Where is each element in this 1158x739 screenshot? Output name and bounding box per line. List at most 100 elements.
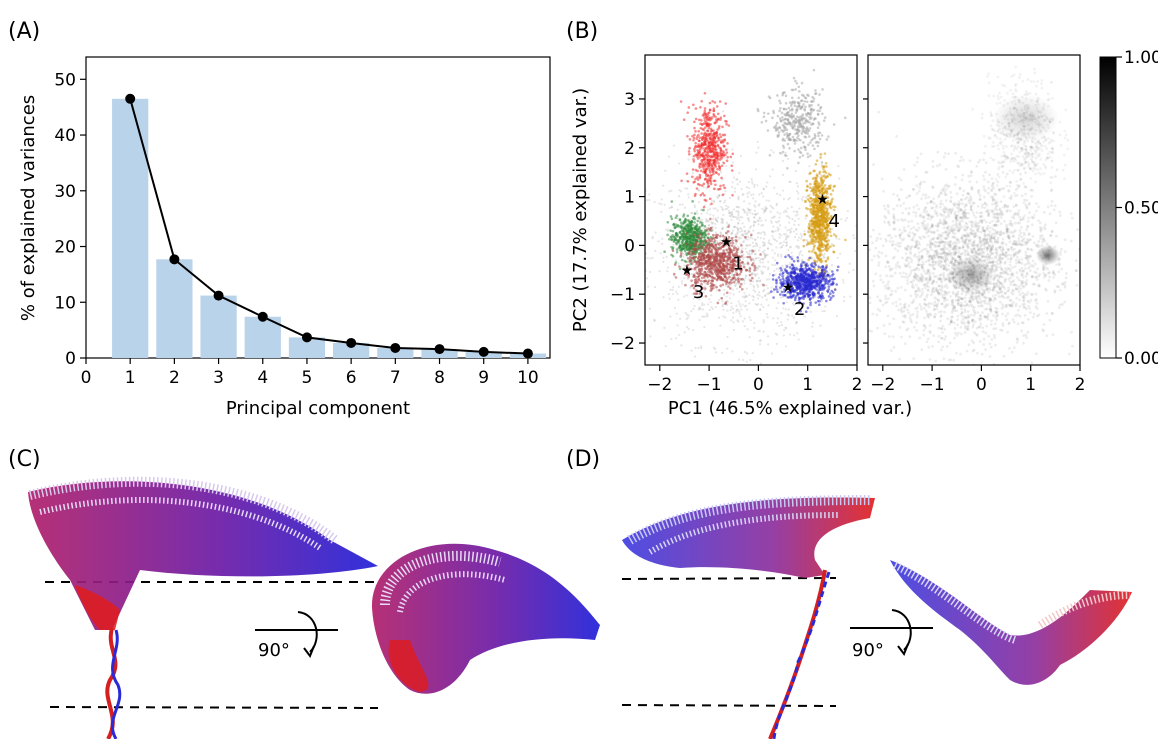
bg-point (791, 255, 794, 258)
cluster-4-point (776, 290, 779, 294)
cluster-4-point (806, 295, 810, 298)
bg-point (662, 296, 665, 299)
bg-point (726, 300, 729, 303)
cluster-4-point (822, 283, 826, 287)
bg-point (658, 270, 661, 273)
cluster-5-point (801, 127, 804, 131)
bg-point (797, 192, 800, 195)
bg-point (653, 318, 656, 321)
cluster-1-point (687, 236, 691, 240)
cluster-2-point (722, 249, 725, 252)
b-ytick-label: 1 (624, 188, 635, 208)
cluster-2-point (671, 249, 675, 253)
bg-point (783, 328, 786, 332)
bg-point (870, 342, 872, 344)
bg-point (739, 226, 742, 230)
bg-point (671, 288, 674, 292)
bg-point (890, 219, 892, 221)
cluster-2-point (689, 244, 693, 247)
bg-point (757, 146, 760, 149)
cluster-2-point (678, 265, 681, 268)
bg-point (756, 244, 759, 247)
cluster-0-point (725, 148, 728, 151)
cluster-0-point (726, 142, 729, 145)
bg-point (752, 245, 755, 248)
bg-point (763, 209, 766, 213)
cluster-2-point (738, 285, 742, 289)
cluster-4-point (787, 271, 790, 275)
bg-point (739, 314, 742, 318)
bg-point (755, 303, 758, 306)
cluster-0-point (692, 103, 695, 107)
cluster-0-point (717, 136, 720, 140)
chart-b-heatmap: −2 −1 0 1 2 (863, 54, 1085, 395)
cluster-4-point (796, 259, 800, 263)
bg-point (793, 223, 796, 226)
cluster-2-point (721, 271, 724, 275)
bg-point (740, 228, 743, 231)
cluster-4-point (790, 263, 794, 267)
bg-point (731, 185, 734, 189)
cluster-2-point (697, 278, 701, 282)
bg-point (780, 245, 784, 249)
cluster-5-point (818, 131, 822, 135)
bg-point (635, 207, 637, 209)
bg-point (775, 342, 778, 345)
cluster-2-point (721, 264, 725, 267)
cluster-3-point (819, 176, 823, 180)
cluster-0-point (704, 170, 707, 173)
density-point (1020, 225, 1023, 229)
bg-point (685, 318, 688, 321)
bg-point (610, 331, 612, 333)
cluster-3-point (818, 242, 821, 245)
cluster-0-point (703, 157, 706, 161)
bg-point (843, 295, 846, 298)
bg-point (780, 253, 783, 256)
bg-point (752, 216, 756, 219)
bg-point (747, 244, 750, 247)
bg-point (768, 239, 771, 242)
cluster-4-point (799, 274, 803, 278)
bg-point (754, 221, 757, 224)
cluster-4-point (809, 297, 813, 300)
bg-point (683, 295, 686, 298)
bg-point (683, 383, 685, 385)
cluster-4-point (809, 269, 813, 272)
bg-point (831, 227, 834, 231)
cluster-2-point (721, 283, 725, 286)
bg-point (698, 218, 702, 222)
bg-point (701, 308, 705, 311)
bg-point (749, 236, 752, 239)
bg-point (646, 256, 649, 260)
cluster-2-point (726, 258, 729, 262)
cluster-2-point (738, 261, 742, 265)
cluster-5-point (816, 126, 820, 129)
bg-point (742, 208, 745, 212)
cluster-1-point (683, 230, 686, 233)
cluster-2-point (748, 267, 752, 270)
bg-point (772, 317, 775, 320)
bg-point (751, 352, 754, 355)
cluster-2-point (704, 239, 708, 242)
cluster-5-point (814, 141, 818, 144)
cluster-1-point (696, 219, 700, 223)
cluster-0-point (712, 144, 715, 148)
bg-point (871, 268, 873, 270)
bg-point (774, 230, 777, 233)
cluster-2-point (738, 255, 741, 259)
bg-point (756, 232, 759, 235)
bg-point (686, 325, 689, 329)
cluster-0-point (703, 109, 707, 113)
cluster-1-point (702, 235, 706, 239)
cluster-4-point (809, 280, 812, 283)
bg-point (736, 217, 739, 220)
bg-point (778, 236, 781, 239)
cluster-3-point (809, 207, 812, 211)
bg-point (717, 316, 721, 319)
density-point (863, 246, 866, 249)
cluster-2-point (693, 233, 697, 237)
bg-point (753, 220, 756, 223)
cluster-0-point (725, 159, 729, 163)
cluster-3-point (814, 223, 817, 227)
cluster-5-point (814, 89, 817, 92)
